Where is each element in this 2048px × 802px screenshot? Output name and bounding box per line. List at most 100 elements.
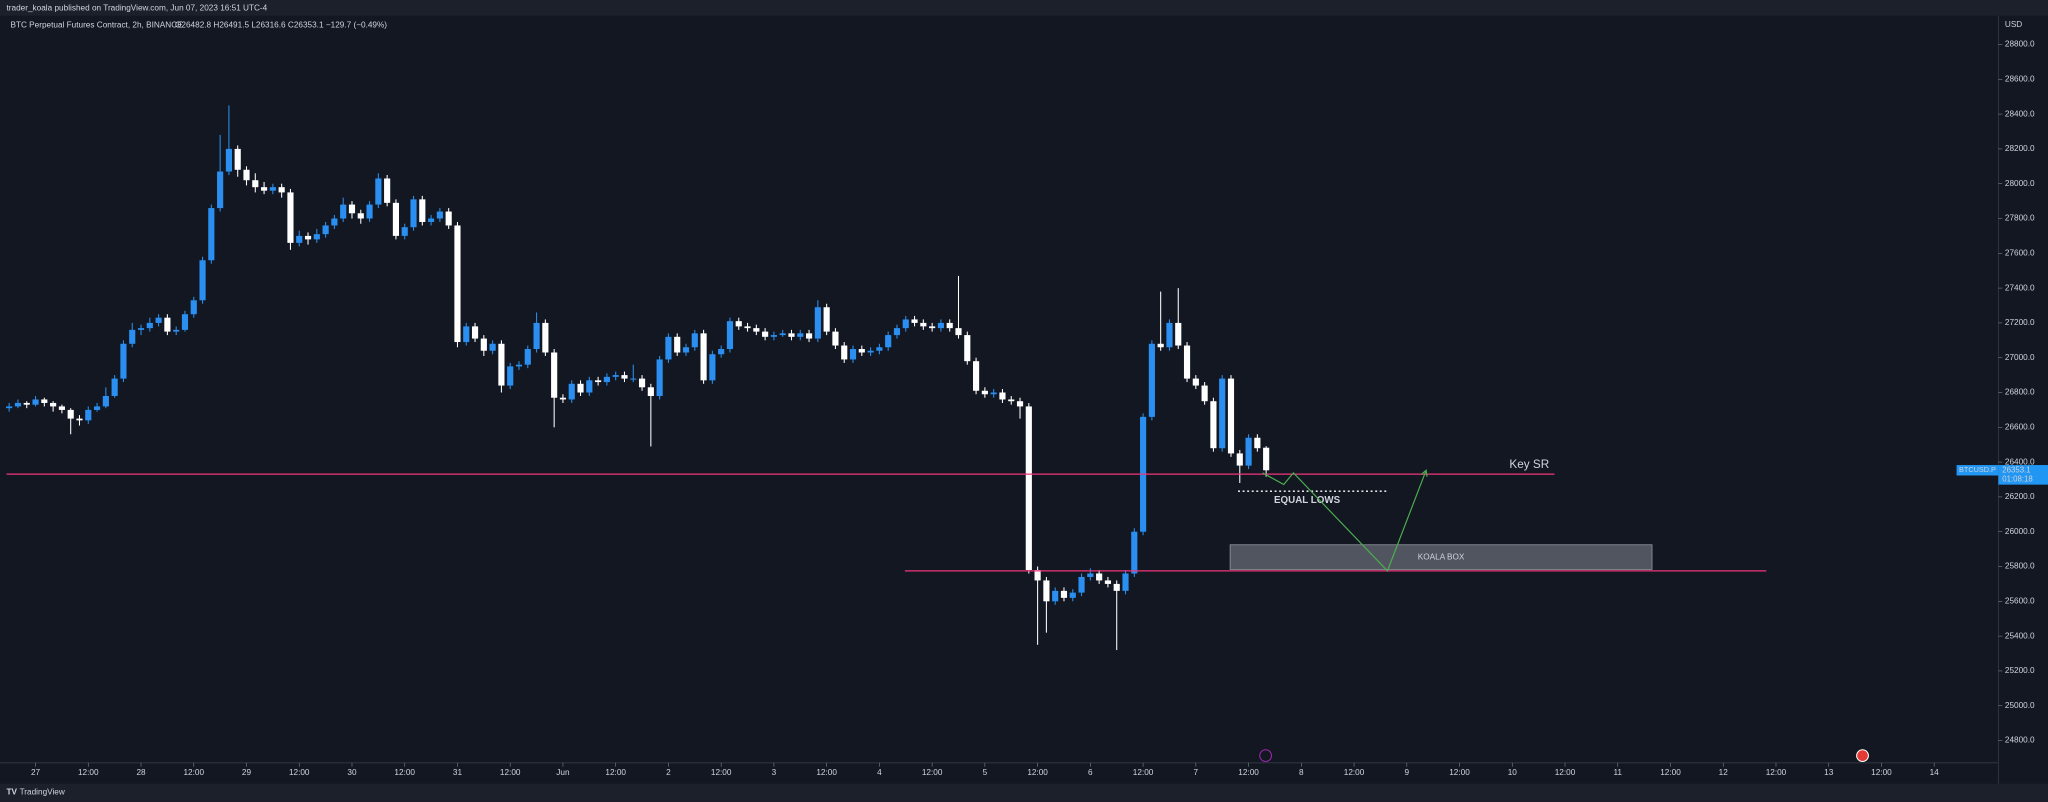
candle-body [366, 204, 373, 219]
y-tick-label: 26800.0 [2005, 388, 2035, 397]
y-tick-label: 25200.0 [2005, 666, 2035, 675]
x-tick-label: 3 [772, 768, 777, 777]
candle-body [340, 204, 347, 219]
candle-body [1052, 590, 1059, 602]
candle-body [674, 336, 681, 353]
candle-body [164, 317, 171, 332]
candle-body [823, 307, 830, 332]
x-tick-label: 27 [31, 768, 41, 777]
candle-body [102, 395, 109, 407]
axis-unit: USD [2005, 20, 2022, 29]
candle-body [199, 260, 206, 301]
candle-body [41, 399, 48, 403]
candle-body [322, 225, 329, 235]
candle-body [832, 331, 839, 346]
y-tick-label: 28800.0 [2005, 40, 2035, 49]
y-tick-label: 27600.0 [2005, 248, 2035, 257]
candle-body [234, 148, 241, 170]
candle-body [401, 227, 408, 236]
x-tick-label: 12:00 [1027, 768, 1048, 777]
candle-body [849, 349, 857, 360]
candle-body [1227, 378, 1235, 454]
candle-body [454, 225, 461, 343]
x-tick-label: Jun [556, 768, 570, 777]
candle-body [419, 199, 426, 222]
x-tick-label: 12:00 [1238, 768, 1259, 777]
candle-body [181, 314, 189, 330]
x-tick-label: 12:00 [1660, 768, 1681, 777]
candle-body [1245, 437, 1252, 466]
x-tick-label: 5 [983, 768, 988, 777]
candle-body [1236, 453, 1243, 466]
candle-body [621, 375, 628, 379]
y-tick-label: 28200.0 [2005, 144, 2035, 153]
x-tick-label: 28 [136, 768, 146, 777]
candle-body [304, 235, 312, 240]
candle-body [471, 326, 479, 339]
x-tick-label: 12:00 [1449, 768, 1470, 777]
candle-body [551, 352, 558, 398]
candle-body [885, 335, 892, 348]
candle-body [805, 333, 813, 339]
y-tick-label: 27800.0 [2005, 214, 2035, 223]
candle-body [973, 361, 980, 391]
candle-body [410, 199, 417, 228]
candle-body [753, 328, 760, 332]
candle-body [463, 326, 470, 343]
candle-body [1104, 580, 1112, 584]
y-tick-label: 26600.0 [2005, 422, 2035, 431]
candle-body [85, 409, 92, 421]
header-text: trader_koala published on TradingView.co… [7, 4, 268, 13]
candle-body [638, 378, 646, 388]
candle-body [858, 349, 865, 353]
y-tick-label: 25400.0 [2005, 631, 2035, 640]
price-tag-symbol-box [1956, 465, 1999, 476]
candle-body [313, 234, 320, 240]
x-tick-label: 12:00 [1344, 768, 1365, 777]
candle-body [920, 322, 927, 327]
candle-body [1157, 343, 1164, 348]
candle-body [296, 235, 303, 243]
koala-box [1229, 544, 1653, 570]
candle-body [876, 347, 883, 351]
equal-lows-label: EQUAL LOWS [1274, 495, 1341, 506]
candle-body [788, 333, 795, 337]
x-tick-label: 30 [347, 768, 357, 777]
event-icon[interactable] [1259, 749, 1273, 763]
x-tick-label: 12:00 [1871, 768, 1892, 777]
footer-text: TradingView [20, 787, 65, 796]
candle-body [656, 359, 663, 396]
projection-path [1262, 470, 1427, 572]
candle-body [577, 383, 584, 393]
candle-body [261, 187, 268, 191]
candle-body [1254, 437, 1261, 449]
candle-body [990, 392, 997, 395]
y-tick-label: 25600.0 [2005, 596, 2035, 605]
x-tick-label: 12:00 [1766, 768, 1787, 777]
candle-body [1192, 378, 1199, 386]
candle-body [1043, 580, 1050, 602]
candle-body [1008, 399, 1015, 402]
x-tick-label: 12:00 [289, 768, 310, 777]
candle-body [76, 418, 83, 421]
y-tick-label: 28400.0 [2005, 109, 2035, 118]
candle-body [893, 328, 901, 336]
candle-body [23, 402, 30, 405]
header-bar [0, 0, 2048, 16]
event-icon[interactable] [1856, 749, 1869, 763]
y-tick-label: 28000.0 [2005, 179, 2035, 188]
x-tick-label: 29 [242, 768, 252, 777]
candle-body [559, 397, 567, 400]
x-tick-label: 12:00 [816, 768, 837, 777]
candle-body [58, 406, 65, 410]
candle-body [709, 354, 716, 381]
candle-body [67, 409, 74, 419]
x-tick-label: 10 [1508, 768, 1518, 777]
candle-body [1201, 385, 1208, 402]
candle-body [542, 322, 549, 353]
candle-body [841, 345, 848, 360]
y-tick-label: 26400.0 [2005, 457, 2035, 466]
candle-body [726, 321, 734, 350]
x-tick-label: 12:00 [922, 768, 943, 777]
